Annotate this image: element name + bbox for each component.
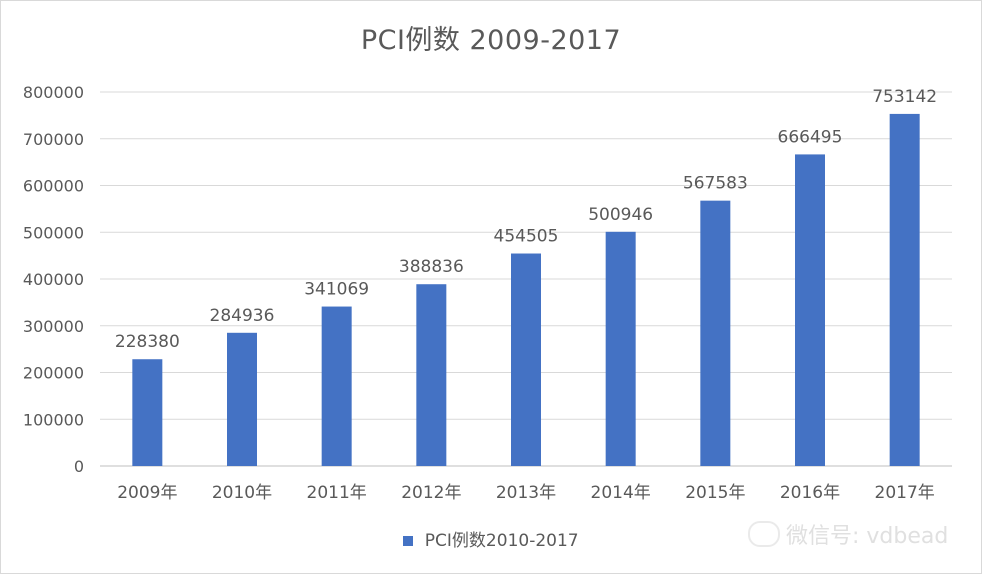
x-tick-label: 2016年 xyxy=(780,483,840,503)
legend-label: PCI例数2010-2017 xyxy=(424,531,579,551)
chart-legend: PCI例数2010-2017 xyxy=(0,526,982,551)
bar xyxy=(700,200,731,466)
y-tick-label: 700000 xyxy=(23,130,84,149)
bar xyxy=(605,231,636,466)
y-tick-label: 400000 xyxy=(23,270,84,289)
data-label: 284936 xyxy=(210,306,275,326)
data-label: 454505 xyxy=(494,227,559,247)
y-tick-label: 200000 xyxy=(23,364,84,383)
x-tick-label: 2013年 xyxy=(496,483,556,503)
data-label: 666495 xyxy=(778,127,843,147)
data-label: 567583 xyxy=(683,174,748,194)
y-tick-label: 300000 xyxy=(23,317,84,336)
x-tick-label: 2011年 xyxy=(307,483,367,503)
data-label: 500946 xyxy=(588,205,653,225)
y-tick-label: 800000 xyxy=(23,83,84,102)
chart-title: PCI例数 2009-2017 xyxy=(360,25,622,56)
bar xyxy=(416,284,447,466)
x-tick-label: 2010年 xyxy=(212,483,272,503)
y-tick-label: 600000 xyxy=(23,177,84,196)
y-tick-label: 100000 xyxy=(23,410,84,429)
bar xyxy=(321,306,352,466)
wechat-icon xyxy=(748,521,780,547)
x-tick-label: 2017年 xyxy=(875,483,935,503)
y-tick-label: 500000 xyxy=(23,223,84,242)
data-label: 341069 xyxy=(304,280,369,300)
data-label: 228380 xyxy=(115,332,180,352)
watermark-text: 微信号: vdbead xyxy=(786,524,949,549)
x-tick-label: 2014年 xyxy=(591,483,651,503)
bar xyxy=(889,113,920,466)
y-tick-label: 0 xyxy=(74,457,84,476)
bar xyxy=(227,332,257,466)
data-label: 388836 xyxy=(399,257,464,277)
x-tick-label: 2012年 xyxy=(401,483,461,503)
legend-swatch xyxy=(403,536,414,546)
bar xyxy=(511,253,541,466)
data-label: 753142 xyxy=(872,87,937,107)
watermark: 微信号: vdbead xyxy=(748,518,948,550)
bar xyxy=(132,359,163,466)
x-tick-label: 2009年 xyxy=(117,483,177,503)
bar xyxy=(795,154,825,467)
x-tick-label: 2015年 xyxy=(685,483,745,503)
